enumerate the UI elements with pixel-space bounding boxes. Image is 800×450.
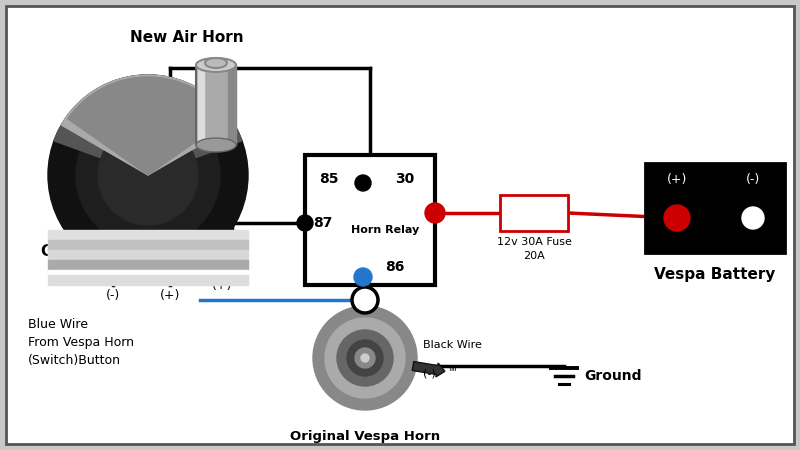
- Bar: [500, 195, 568, 231]
- Circle shape: [354, 268, 372, 286]
- Text: (-): (-): [423, 368, 436, 378]
- Bar: [48, 275, 248, 285]
- Bar: [48, 230, 248, 240]
- Circle shape: [347, 340, 383, 376]
- Circle shape: [48, 75, 248, 275]
- Circle shape: [325, 318, 405, 398]
- Text: 20A: 20A: [523, 251, 545, 261]
- Text: Ground: Ground: [40, 244, 103, 260]
- Circle shape: [313, 306, 417, 410]
- Text: New Air Horn: New Air Horn: [130, 30, 244, 45]
- Bar: [305, 155, 435, 285]
- Wedge shape: [62, 75, 234, 175]
- Text: Black Wire: Black Wire: [423, 340, 482, 350]
- Circle shape: [98, 125, 198, 225]
- Text: (-): (-): [746, 172, 760, 185]
- Bar: [198, 65, 204, 145]
- Ellipse shape: [196, 58, 236, 72]
- Circle shape: [352, 287, 378, 313]
- Text: (+): (+): [667, 172, 687, 185]
- Wedge shape: [68, 77, 228, 175]
- Circle shape: [361, 354, 369, 362]
- Text: 30: 30: [395, 172, 414, 186]
- Bar: [48, 260, 248, 270]
- Bar: [48, 230, 248, 280]
- Ellipse shape: [196, 138, 236, 152]
- Bar: [48, 270, 248, 280]
- Bar: [48, 250, 248, 260]
- Bar: [228, 65, 236, 145]
- Text: Original Vespa Horn: Original Vespa Horn: [290, 430, 440, 443]
- Text: 86: 86: [385, 260, 404, 274]
- Text: Blue Wire
From Vespa Horn
(Switch)Button: Blue Wire From Vespa Horn (Switch)Button: [28, 318, 134, 367]
- Text: 12v 30A Fuse: 12v 30A Fuse: [497, 237, 571, 247]
- Circle shape: [355, 175, 371, 191]
- Circle shape: [664, 205, 690, 231]
- Bar: [196, 65, 236, 145]
- Text: (+): (+): [212, 279, 232, 292]
- Circle shape: [425, 203, 445, 223]
- Text: "": "": [448, 367, 457, 377]
- Bar: [645, 163, 785, 253]
- Text: Horn Relay: Horn Relay: [351, 225, 419, 235]
- Circle shape: [76, 103, 220, 247]
- Ellipse shape: [205, 58, 227, 68]
- Text: (+): (+): [160, 289, 180, 302]
- Bar: [48, 240, 248, 250]
- FancyArrow shape: [412, 361, 445, 377]
- Circle shape: [355, 348, 375, 368]
- Text: 87: 87: [313, 216, 332, 230]
- Bar: [48, 235, 248, 280]
- Wedge shape: [54, 75, 242, 175]
- Text: 85: 85: [319, 172, 338, 186]
- Circle shape: [297, 215, 313, 231]
- Text: (-): (-): [106, 289, 120, 302]
- Text: Ground: Ground: [584, 369, 642, 383]
- Circle shape: [337, 330, 393, 386]
- Circle shape: [742, 207, 764, 229]
- Text: Vespa Battery: Vespa Battery: [654, 267, 776, 283]
